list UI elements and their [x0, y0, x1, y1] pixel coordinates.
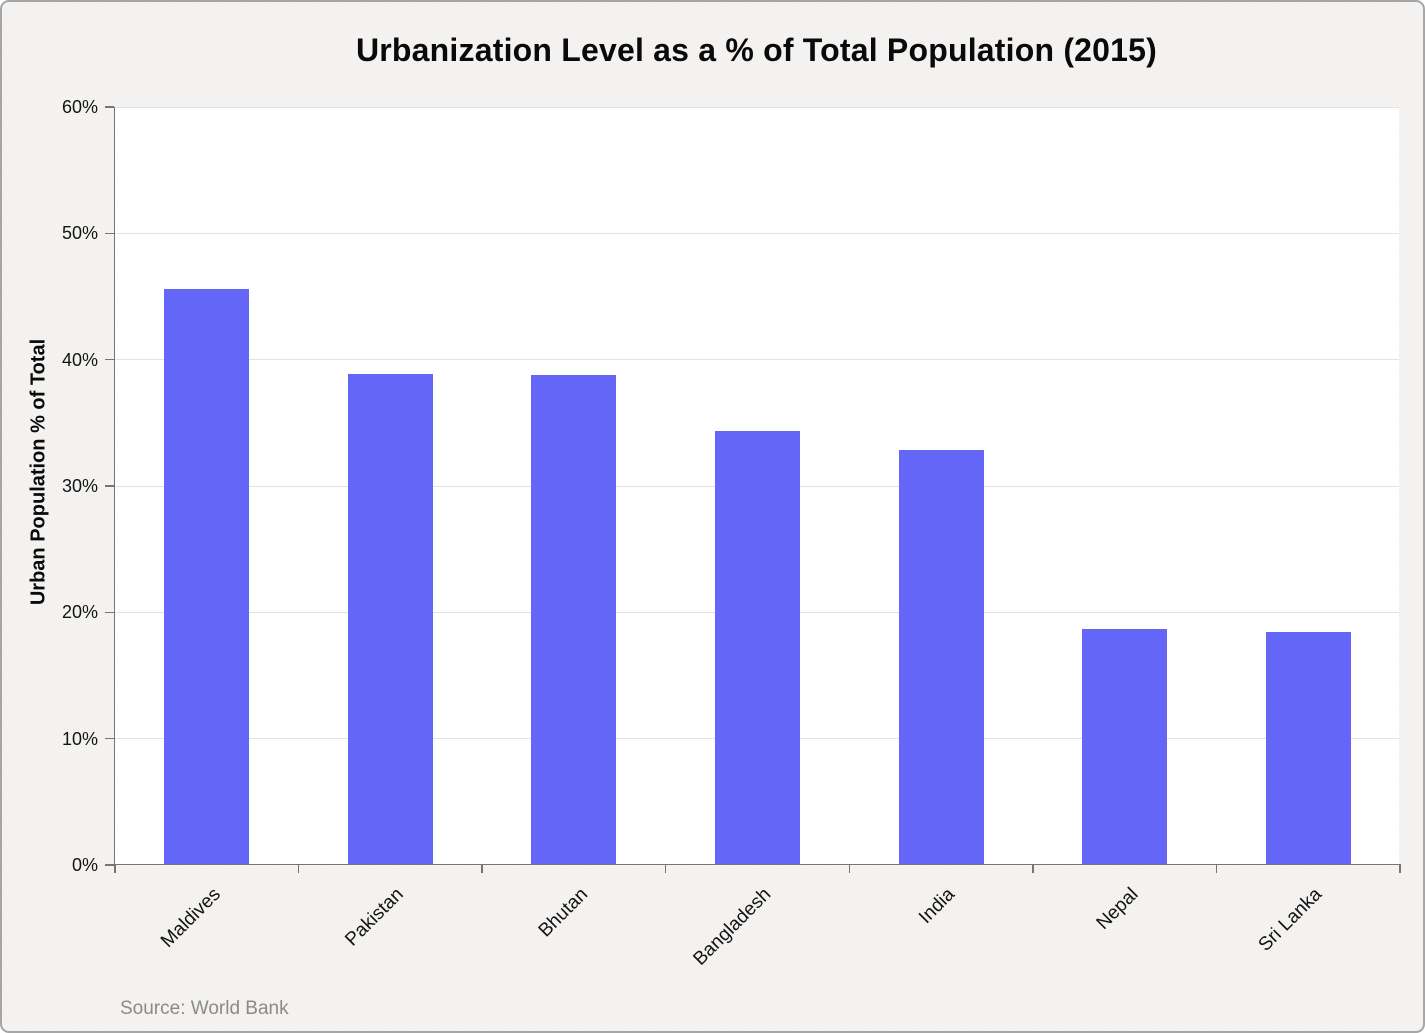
x-axis-tick — [297, 864, 300, 873]
bar-pakistan — [347, 373, 433, 864]
x-axis-category-label: Sri Lanka — [1254, 884, 1327, 956]
source-note: Source: World Bank — [120, 998, 289, 1019]
y-axis-tick-label: 60% — [61, 97, 98, 117]
x-axis-tick — [1215, 864, 1218, 873]
x-axis-tick — [848, 864, 851, 873]
bar-nepal — [1082, 629, 1168, 864]
bar-bangladesh — [715, 430, 800, 864]
bar-sri-lanka — [1265, 631, 1351, 864]
x-axis-tick — [1399, 864, 1401, 873]
x-axis-category-label: Bhutan — [534, 884, 592, 942]
x-axis-category-label: India — [914, 884, 959, 928]
x-axis-category-label: Nepal — [1092, 884, 1143, 934]
y-axis-tick — [104, 106, 114, 108]
y-axis-tick — [104, 232, 114, 235]
y-axis-tick — [104, 485, 114, 487]
x-axis-category-label: Pakistan — [341, 884, 409, 951]
x-axis-tick — [664, 864, 667, 873]
plot-area — [104, 106, 1401, 873]
x-axis-category-label: Maldives — [156, 884, 225, 952]
bar-maldives — [164, 289, 250, 864]
y-axis-tick-label: 0% — [71, 855, 98, 875]
x-axis-tick — [1032, 864, 1034, 873]
y-axis-tick — [104, 864, 114, 866]
x-axis-tick — [481, 864, 483, 873]
y-axis-tick-label: 40% — [61, 349, 98, 370]
y-axis-title: Urban Population % of Total — [27, 338, 50, 606]
x-axis-tick — [114, 864, 116, 873]
bar-india — [898, 449, 984, 864]
bar-bhutan — [531, 375, 617, 864]
y-axis-tick-label: 30% — [61, 476, 98, 496]
y-axis-tick-label: 20% — [61, 602, 98, 623]
x-axis-category-label: Bangladesh — [689, 884, 776, 970]
y-axis-tick — [104, 737, 114, 740]
gridline — [115, 232, 1399, 234]
y-axis-tick-label: 50% — [61, 223, 98, 244]
gridline — [115, 359, 1399, 361]
gridline — [115, 106, 1399, 108]
chart-title: Urbanization Level as a % of Total Popul… — [355, 32, 1158, 68]
y-axis-tick-label: 10% — [61, 728, 98, 749]
y-axis-tick — [104, 358, 114, 361]
y-axis-tick — [104, 611, 114, 614]
